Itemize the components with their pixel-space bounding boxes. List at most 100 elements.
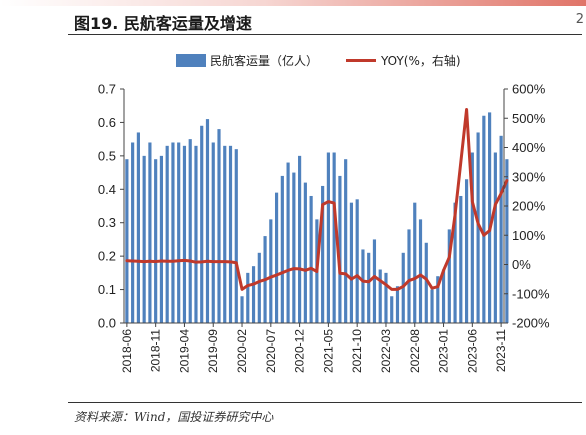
bar-2018-08 [136,132,140,323]
yoy-point-2023-08 [483,234,485,236]
bar-2023-06 [470,152,474,323]
x-tick-label: 2020-07 [264,329,278,373]
yoy-point-2021-06 [333,202,335,204]
yoy-point-2020-10 [287,269,289,271]
bar-2022-03 [384,272,388,323]
left-tick-label: 0.5 [98,148,116,163]
bar-2020-10 [286,162,290,323]
right-tick-label: 500% [512,111,546,126]
bar-2023-04 [459,195,463,323]
yoy-point-2020-01 [235,262,237,264]
bar-2022-04 [390,296,394,323]
bar-2019-01 [165,145,169,323]
yoy-point-2018-08 [137,260,139,262]
x-tick-label: 2021-05 [321,329,335,373]
corner-mark: 2 [575,12,584,27]
yoy-point-2021-08 [345,273,347,275]
line-layer [125,107,509,291]
bar-2018-11 [154,159,158,323]
chart-area: 0.0 0.1 0.2 0.3 0.4 0.5 0.6 0.7 -200% -100% 0% 100%… [98,53,550,374]
right-tick-label: -100% [512,286,550,301]
bar-2020-04 [251,266,256,323]
x-tick-label: 2018-11 [149,329,163,372]
yoy-point-2019-02 [172,260,174,262]
bar-2018-06 [125,159,129,323]
yoy-point-2022-04 [391,288,393,290]
bar-2023-11 [499,135,503,323]
bar-2021-08 [344,159,348,323]
yoy-point-2020-06 [264,279,266,281]
axis-layer: 0.0 0.1 0.2 0.3 0.4 0.5 0.6 0.7 -200% -100% 0% 100%… [98,82,550,374]
bar-2020-11 [292,172,296,323]
bar-2019-05 [188,139,192,323]
yoy-point-2023-07 [477,222,479,225]
bar-2021-07 [338,175,342,323]
yoy-point-2022-08 [414,277,416,280]
bar-2021-02 [309,195,313,323]
yoy-point-2022-07 [408,279,410,282]
bar-2020-09 [280,175,284,323]
x-tick-label: 2020-12 [293,329,307,373]
bar-2020-02 [240,296,244,323]
bar-2020-12 [298,155,302,323]
bar-2023-09 [488,112,492,324]
bar-2022-11 [430,289,434,323]
yoy-point-2019-08 [206,260,209,262]
right-tick-label: 300% [512,169,546,184]
bar-2023-01 [441,269,446,323]
bar-2021-10 [355,199,359,323]
x-tick-label: 2023-11 [494,329,508,372]
yoy-point-2018-11 [155,260,157,263]
top-accent-bar [0,0,586,6]
yoy-point-2018-10 [149,260,151,262]
yoy-point-2023-03 [454,214,456,216]
title-divider [68,34,582,35]
yoy-point-2023-04 [460,161,462,163]
x-tick-label: 2021-10 [350,329,364,373]
yoy-point-2021-12 [368,281,370,283]
bar-2019-11 [223,145,227,323]
bar-2022-10 [424,242,428,323]
yoy-point-2021-01 [304,269,306,271]
legend-bar-label: 民航客运量（亿人） [210,53,318,68]
yoy-point-2023-02 [448,256,450,258]
left-tick-label: 0.1 [98,282,116,297]
yoy-point-2019-03 [178,260,180,262]
yoy-point-2020-05 [258,280,260,283]
x-tick-label: 2022-03 [379,329,393,373]
chart-title: 图19. 民航客运量及增速 [74,14,252,33]
yoy-point-2022-01 [373,275,376,278]
x-tick-label: 2020-02 [235,329,249,373]
yoy-point-2019-04 [183,259,186,261]
right-tick-label: 200% [512,199,546,214]
bar-2019-08 [205,119,210,323]
bar-2020-05 [257,252,261,323]
yoy-point-2021-05 [327,201,329,203]
yoy-point-2021-04 [322,203,324,206]
x-tick-label: 2023-06 [465,329,479,373]
bar-2018-09 [142,155,146,323]
yoy-point-2020-04 [252,283,255,285]
footer-divider [68,402,582,403]
bar-2019-03 [177,142,181,323]
yoy-point-2022-11 [431,287,433,289]
yoy-point-2021-11 [362,280,364,282]
yoy-point-2020-09 [281,272,283,274]
legend: 民航客运量（亿人） YOY(%，右轴) [176,53,461,68]
yoy-point-2020-07 [270,276,272,278]
left-tick-label: 0.4 [98,182,116,197]
yoy-point-2018-12 [160,260,163,262]
yoy-point-2022-12 [437,286,439,288]
bar-2021-04 [321,185,325,323]
right-tick-label: -200% [512,316,550,331]
yoy-point-2020-08 [275,274,278,276]
bars-layer [125,112,509,324]
yoy-point-2019-09 [212,260,214,263]
bar-2022-08 [413,202,417,323]
yoy-point-2023-06 [471,201,473,203]
bar-2021-01 [303,182,307,323]
bar-2020-03 [246,272,250,323]
right-tick-label: 100% [512,228,546,243]
bar-2023-07 [476,132,480,323]
yoy-point-2022-10 [425,278,427,280]
